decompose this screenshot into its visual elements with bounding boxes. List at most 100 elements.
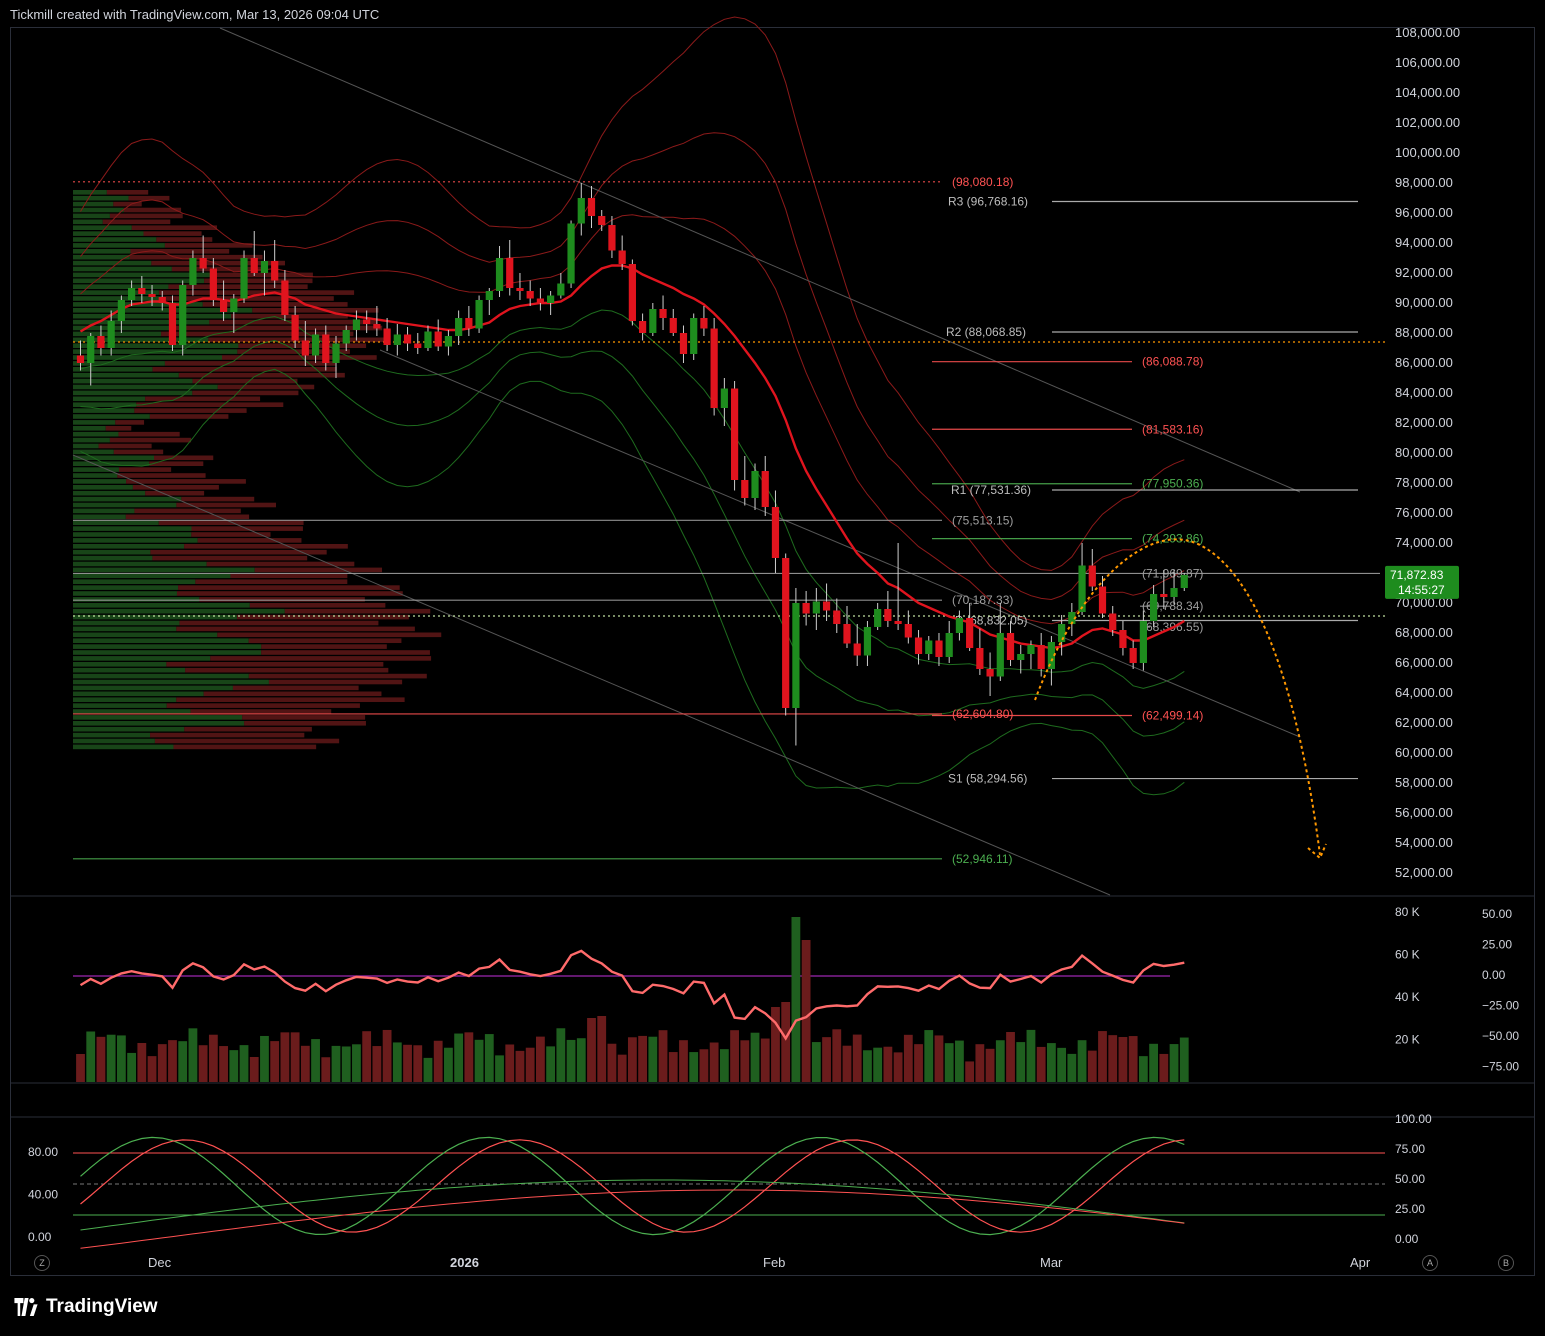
- profile-bar-buy: [73, 620, 180, 626]
- profile-bar-buy: [73, 296, 161, 301]
- profile-bar-sell: [164, 243, 253, 248]
- candle: [1037, 633, 1045, 677]
- tradingview-brand: TradingView: [46, 1296, 158, 1317]
- candle: [843, 606, 851, 648]
- candle: [976, 628, 984, 675]
- profile-bar-buy: [73, 632, 218, 638]
- candle: [301, 321, 309, 366]
- volume-bar: [147, 1056, 157, 1082]
- candle-body: [802, 603, 810, 614]
- volume-bar: [321, 1057, 331, 1082]
- profile-bar-sell: [242, 715, 366, 720]
- candle-body: [281, 280, 289, 315]
- volume-bar: [893, 1052, 903, 1082]
- profile-bar-sell: [128, 195, 170, 201]
- volume-bar: [168, 1040, 177, 1082]
- profile-bar-sell: [184, 726, 312, 732]
- osc-right-tick: 100.00: [1395, 1112, 1432, 1126]
- candle: [199, 235, 207, 273]
- volume-bar: [975, 1044, 985, 1082]
- profile-bar-buy: [73, 431, 119, 437]
- price-tick: 106,000.00: [1395, 55, 1460, 70]
- profile-bar-sell: [149, 461, 204, 466]
- candle-body: [168, 303, 177, 345]
- osc-left-tick: 80.00: [28, 1145, 58, 1159]
- candle-body: [301, 340, 309, 356]
- candle-body: [128, 288, 136, 300]
- candles: [76, 183, 1188, 746]
- candle: [189, 250, 197, 296]
- candle-body: [240, 258, 248, 299]
- candle-body: [1139, 621, 1147, 663]
- candle: [894, 543, 902, 630]
- z-button[interactable]: Z: [34, 1255, 50, 1271]
- profile-bar-buy: [73, 662, 167, 667]
- profile-bar-sell: [254, 567, 383, 573]
- candle: [1160, 570, 1168, 609]
- candle-body: [352, 319, 361, 330]
- volume-bar: [1159, 1053, 1169, 1082]
- volume-bar: [576, 1038, 586, 1082]
- candle: [884, 591, 892, 627]
- candle-body: [291, 315, 299, 341]
- volume-tick: 40 K: [1395, 990, 1420, 1004]
- candle-body: [874, 609, 882, 627]
- volume-bar: [229, 1050, 239, 1082]
- candle: [281, 270, 289, 321]
- trend-line-mid: [379, 349, 1301, 738]
- profile-bar-sell: [204, 278, 313, 284]
- candle-body: [577, 198, 585, 224]
- profile-bar-buy: [73, 396, 146, 402]
- volume-bar: [699, 1049, 709, 1082]
- profile-bar-buy: [73, 426, 106, 431]
- rsi-tick: −50.00: [1482, 1029, 1519, 1043]
- volume-bar: [1067, 1053, 1077, 1082]
- volume-bar: [781, 1002, 791, 1082]
- volume-bar: [362, 1031, 372, 1082]
- volume-bar: [260, 1035, 269, 1082]
- forecast-arrow: [1034, 538, 1327, 860]
- b-button[interactable]: B: [1498, 1255, 1514, 1271]
- profile-bar-buy: [73, 685, 233, 691]
- profile-bar-sell: [176, 697, 405, 702]
- candle-body: [914, 637, 923, 654]
- profile-bar-buy: [73, 378, 193, 384]
- candle: [649, 303, 657, 336]
- profile-bar-buy: [73, 337, 209, 343]
- profile-bar-sell: [113, 201, 142, 207]
- profile-bar-buy: [73, 219, 103, 225]
- price-tick: 86,000.00: [1395, 355, 1453, 370]
- candle-body: [669, 318, 677, 333]
- a-button[interactable]: A: [1422, 1255, 1438, 1271]
- volume-bar: [96, 1036, 106, 1082]
- osc-left-tick: 0.00: [28, 1230, 52, 1244]
- level-label: (81,583.16): [1142, 422, 1203, 436]
- candle-body: [1098, 586, 1107, 614]
- candle-body: [148, 294, 156, 297]
- volume-bar: [454, 1033, 464, 1082]
- price-axis: 108,000.00 106,000.00 104,000.00 102,000.00…: [1395, 25, 1460, 880]
- price-tick: 92,000.00: [1395, 265, 1453, 280]
- volume-bar: [208, 1034, 218, 1082]
- profile-bar-buy: [73, 408, 135, 413]
- candle: [342, 325, 350, 351]
- profile-bar-buy: [73, 213, 110, 219]
- candle-body: [76, 355, 85, 363]
- profile-bar-sell: [115, 420, 145, 425]
- candle-body: [812, 601, 820, 614]
- last-price-box: [1385, 565, 1459, 599]
- volume-tick: 80 K: [1395, 905, 1420, 919]
- profile-bar-buy: [73, 715, 243, 720]
- candle: [812, 588, 820, 630]
- profile-bar-sell: [98, 443, 152, 449]
- profile-bar-buy: [73, 479, 127, 484]
- candle: [1139, 610, 1147, 671]
- candle: [1150, 585, 1158, 627]
- profile-bar-sell: [176, 626, 415, 632]
- price-tick: 98,000.00: [1395, 175, 1453, 190]
- candle-body: [485, 291, 493, 300]
- candle-body: [720, 388, 728, 408]
- candle-body: [547, 295, 555, 303]
- profile-bar-buy: [73, 485, 133, 490]
